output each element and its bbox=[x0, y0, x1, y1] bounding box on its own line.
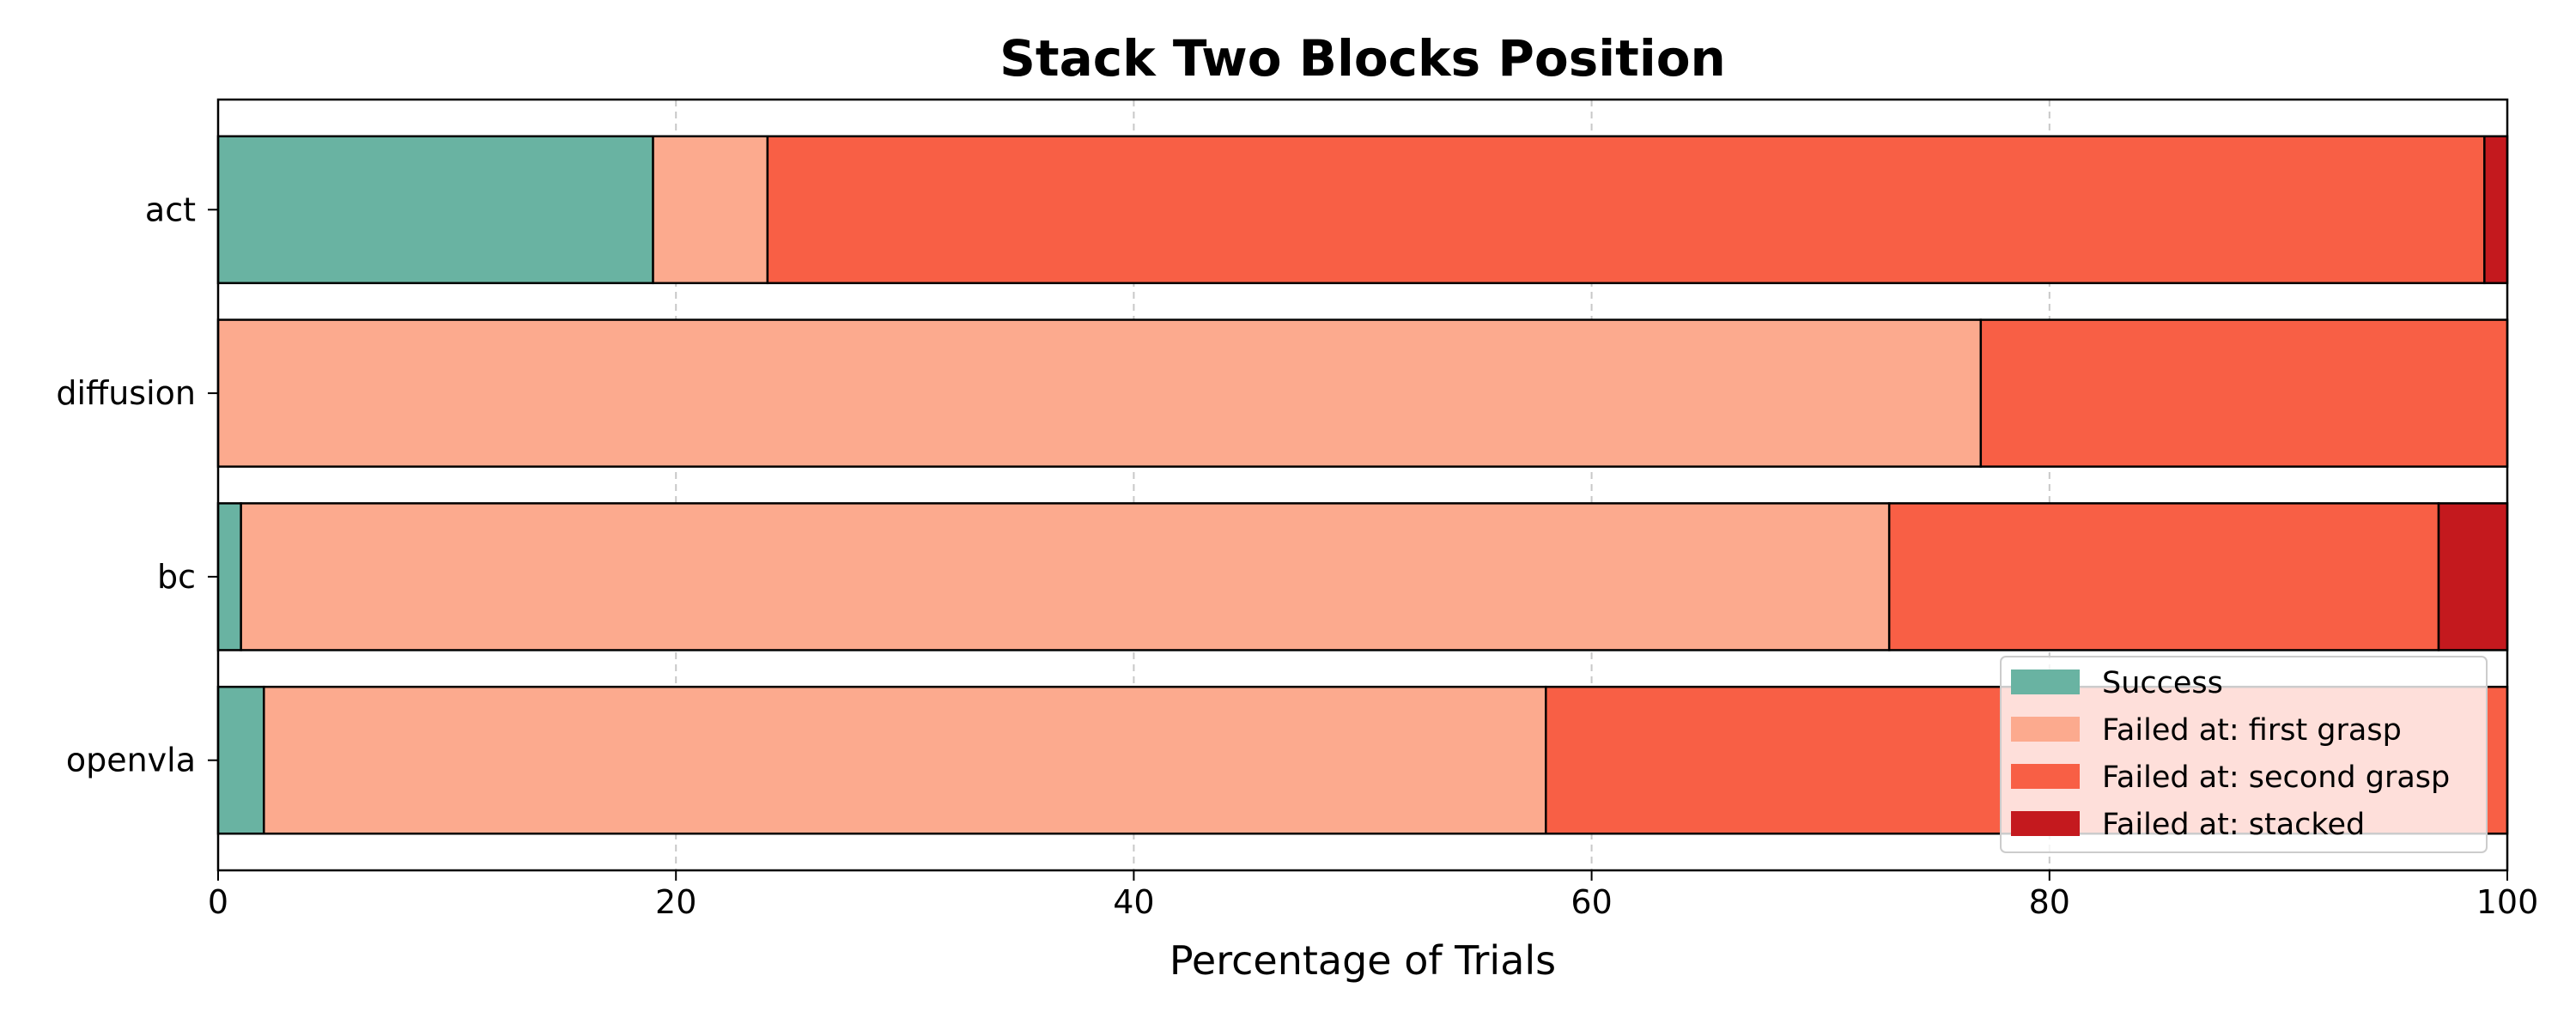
plot-frame bbox=[216, 98, 2509, 872]
bar-segment bbox=[1979, 318, 2509, 468]
bar-segment bbox=[216, 318, 1983, 468]
x-tick-label: 60 bbox=[1571, 883, 1612, 921]
bar-segment bbox=[263, 685, 1547, 835]
legend-label: Failed at: second grasp bbox=[2102, 760, 2450, 795]
y-tick-label: openvla bbox=[66, 742, 196, 779]
y-tick-label: act bbox=[145, 191, 196, 228]
x-tick-label: 80 bbox=[2029, 883, 2070, 921]
legend-swatch bbox=[2011, 764, 2080, 789]
x-tick-label: 0 bbox=[208, 883, 228, 921]
bar-segment bbox=[216, 135, 654, 285]
bar-segment bbox=[2483, 135, 2509, 285]
legend-label: Success bbox=[2102, 666, 2223, 700]
x-tick-label: 100 bbox=[2476, 883, 2539, 921]
bar-segment bbox=[1887, 502, 2440, 651]
y-tick-label: diffusion bbox=[56, 374, 196, 412]
bar-segment bbox=[2437, 502, 2509, 651]
x-tick-label: 20 bbox=[655, 883, 696, 921]
legend-swatch bbox=[2011, 670, 2080, 694]
legend-swatch bbox=[2011, 717, 2080, 742]
legend-swatch bbox=[2011, 811, 2080, 836]
legend-label: Failed at: stacked bbox=[2102, 808, 2365, 842]
x-tick-label: 40 bbox=[1113, 883, 1154, 921]
legend-label: Failed at: first grasp bbox=[2102, 713, 2402, 748]
y-axis-ticks: act diffusion bc openvla bbox=[56, 191, 218, 779]
bars bbox=[216, 135, 2509, 835]
bar-segment bbox=[240, 502, 1891, 651]
bar-segment bbox=[652, 135, 769, 285]
legend: Success Failed at: first grasp Failed at: … bbox=[2000, 656, 2488, 853]
legend-box bbox=[2000, 656, 2488, 853]
bar-segment bbox=[216, 502, 242, 651]
y-tick-label: bc bbox=[157, 558, 196, 596]
bar-segment bbox=[766, 135, 2486, 285]
bar-segment bbox=[216, 685, 265, 835]
x-axis-label: Percentage of Trials bbox=[1170, 937, 1556, 984]
x-axis-ticks: 0 20 40 60 80 100 bbox=[208, 870, 2538, 921]
chart-title: Stack Two Blocks Position bbox=[999, 29, 1726, 88]
